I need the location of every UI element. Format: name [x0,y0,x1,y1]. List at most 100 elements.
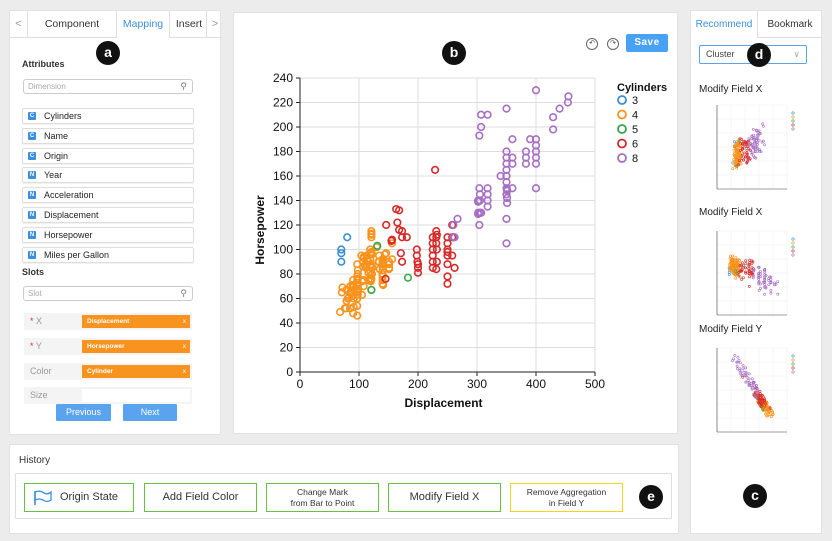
thumb-point [750,134,754,138]
attribute-item[interactable]: N Acceleration [22,187,194,204]
remove-icon[interactable]: x [182,318,186,325]
data-point-cyl-5 [403,273,413,282]
recommendation-thumbnail-3[interactable] [703,342,811,446]
attribute-item[interactable]: N Miles per Gallon [22,246,194,263]
attribute-label: Name [44,130,69,141]
attribute-label: Acceleration [44,190,94,201]
remove-icon[interactable]: x [182,343,186,350]
slot-field-chip[interactable]: Displacement x [82,315,190,328]
history-item-change-mark[interactable]: Change Mark from Bar to Point [266,483,379,512]
data-point-cyl-4 [341,304,351,313]
legend-swatch [617,109,627,120]
dimension-placeholder: Dimension [28,82,66,91]
attribute-item[interactable]: C Origin [22,147,194,164]
thumb-point [763,399,766,402]
slot-field-chip[interactable]: Horsepower x [82,340,190,353]
recommendation-thumbnail-2[interactable] [703,225,811,329]
thumb-point [732,158,735,161]
data-point-cyl-6 [443,272,452,281]
slot-size[interactable]: Size [24,387,192,404]
attribute-item[interactable]: N Displacement [22,207,194,223]
tab-mapping[interactable]: Mapping [116,11,169,38]
thumb-point [736,258,740,261]
thumb-point [747,372,751,376]
undo-icon[interactable]: ↶ [586,38,598,50]
slot-x[interactable]: * X Displacement x [24,313,192,330]
history-item-remove-aggregation[interactable]: Remove Aggregation in Field Y [510,483,623,512]
thumb-point [763,283,767,287]
categorical-type-icon: C [28,131,36,140]
slot-field-chip[interactable]: Cylinder x [82,365,190,378]
attribute-item[interactable]: N Year [22,167,194,184]
thumb-point [733,267,737,271]
thumb-point [753,384,757,388]
y-tick-label: 140 [273,194,293,208]
thumb-point [739,145,742,149]
x-tick-label: 500 [585,377,605,391]
slot-color[interactable]: Color Cylinder x [24,363,192,380]
thumb-legend-swatch [791,123,795,127]
thumb-point [745,151,749,155]
remove-icon[interactable]: x [182,368,186,375]
attribute-item[interactable]: C Cylinders [22,108,194,124]
thumb-legend-swatch [791,237,795,241]
slot-search-input[interactable]: Slot ⚲ [23,286,193,301]
thumb-point [744,259,748,263]
slot-y[interactable]: * Y Horsepower x [24,338,192,355]
badge-c: c [743,484,767,508]
thumb-point [763,267,767,271]
data-point-cyl-6 [432,227,441,236]
thumb-point [753,387,757,391]
next-button[interactable]: Next [123,404,177,421]
thumb-point [735,261,739,265]
thumb-point [739,142,743,145]
tab-prev-icon[interactable]: < [15,18,22,30]
slot-empty-dropzone[interactable] [82,389,190,402]
data-point-cyl-6 [450,263,459,272]
data-point-cyl-4 [349,302,358,312]
thumb-point [748,269,752,273]
tab-bookmark[interactable]: Bookmark [757,11,822,38]
tab-component[interactable]: Component [27,11,116,38]
thumb-point [758,149,762,153]
legend-title: Cylinders [617,82,667,94]
badge-e: e [639,485,663,509]
history-item-origin[interactable]: Origin State [24,483,134,512]
tab-recommend[interactable]: Recommend [691,11,757,38]
tab-insert[interactable]: Insert [169,11,208,38]
attribute-item[interactable]: N Horsepower [22,226,194,243]
legend-swatch [617,95,627,105]
previous-button[interactable]: Previous [56,404,111,421]
thumb-point [747,284,751,288]
data-point-cyl-6 [395,206,404,215]
save-button[interactable]: Save [626,34,668,52]
history-item-add-color[interactable]: Add Field Color [144,483,257,512]
thumb-point [734,269,738,273]
data-point-cyl-4 [359,282,368,291]
thumb-point [769,275,773,279]
history-item-modify-x[interactable]: Modify Field X [388,483,501,512]
thumb-point [753,156,756,159]
redo-icon[interactable]: ↷ [607,38,619,50]
thumb-point [740,137,743,141]
data-point-cyl-8 [475,131,484,140]
thumb-point [733,354,737,357]
thumb-point [759,287,762,290]
history-title: History [19,455,51,466]
thumb-point [757,129,761,133]
thumb-point [761,124,765,128]
thumb-point [734,263,737,267]
thumb-point [752,394,756,397]
thumb-point [757,138,761,142]
dimension-search-input[interactable]: Dimension ⚲ [23,79,193,94]
thumb-point [740,278,744,281]
data-point-cyl-6 [396,249,405,258]
recommendation-thumbnail-1[interactable] [703,99,811,203]
data-point-cyl-8 [502,185,512,194]
tab-next-icon[interactable]: > [206,11,223,38]
thumb-point [738,369,742,372]
thumb-point [768,406,772,410]
history-timeline: Origin State Add Field Color Change Mark… [15,473,672,519]
data-point-cyl-8 [477,110,486,119]
attribute-item[interactable]: C Name [22,127,194,144]
